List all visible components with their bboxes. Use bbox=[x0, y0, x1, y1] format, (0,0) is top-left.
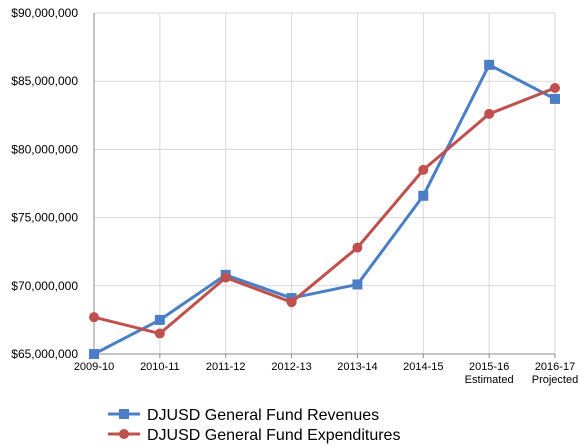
data-point-circle bbox=[154, 328, 165, 339]
x-tick-label: 2009-10 bbox=[74, 361, 114, 373]
legend-label: DJUSD General Fund Revenues bbox=[147, 407, 379, 424]
data-point-circle bbox=[220, 272, 231, 283]
series-line bbox=[93, 63, 556, 356]
series-line bbox=[93, 86, 556, 336]
y-tick-label: $90,000,000 bbox=[11, 6, 78, 20]
x-tick-label: 2010-11 bbox=[140, 361, 180, 373]
legend-item-1: DJUSD General Fund Revenues bbox=[108, 407, 379, 424]
data-point-square bbox=[89, 349, 99, 359]
legend-swatch-circle bbox=[119, 429, 129, 439]
legend-label: DJUSD General Fund Expenditures bbox=[147, 427, 400, 444]
x-tick-label: 2012-13 bbox=[271, 361, 311, 373]
data-point-circle bbox=[286, 297, 297, 308]
x-tick-label: 2015-16 bbox=[469, 361, 509, 373]
x-tick-label: 2013-14 bbox=[337, 361, 377, 373]
data-point-circle bbox=[484, 108, 495, 119]
y-tick-label: $70,000,000 bbox=[11, 279, 78, 293]
data-point-circle bbox=[89, 312, 99, 323]
data-point-square bbox=[154, 314, 165, 325]
data-point-square bbox=[550, 93, 560, 104]
x-tick-label: 2014-15 bbox=[403, 361, 443, 373]
legend-item-2: DJUSD General Fund Expenditures bbox=[108, 427, 400, 444]
data-point-square bbox=[484, 59, 495, 70]
data-point-square bbox=[352, 279, 363, 290]
series-2 bbox=[89, 83, 560, 339]
x-axis-ticks: 2009-10 2010-11 2011-12 2012-13 2013-14 2014-… bbox=[74, 361, 578, 386]
chart-series bbox=[89, 59, 560, 359]
chart-legend: DJUSD General Fund Revenues DJUSD General… bbox=[108, 407, 400, 444]
legend-swatch-square bbox=[119, 409, 129, 419]
data-point-square bbox=[418, 190, 429, 201]
y-tick-label: $65,000,000 bbox=[11, 347, 78, 361]
data-point-circle bbox=[550, 83, 560, 94]
data-point-circle bbox=[352, 242, 363, 253]
y-tick-label: $80,000,000 bbox=[11, 142, 78, 156]
y-axis-ticks: $65,000,000 $70,000,000 $75,000,000 $80,000… bbox=[11, 6, 78, 361]
data-point-circle bbox=[418, 164, 429, 175]
y-tick-label: $85,000,000 bbox=[11, 74, 78, 88]
x-tick-label: 2011-12 bbox=[206, 361, 246, 373]
x-tick-label: Estimated bbox=[465, 374, 514, 386]
x-tick-label: 2016-17 bbox=[535, 361, 575, 373]
y-tick-label: $75,000,000 bbox=[11, 211, 78, 225]
chart-grid bbox=[94, 12, 556, 354]
x-tick-label: Projected bbox=[532, 374, 578, 386]
